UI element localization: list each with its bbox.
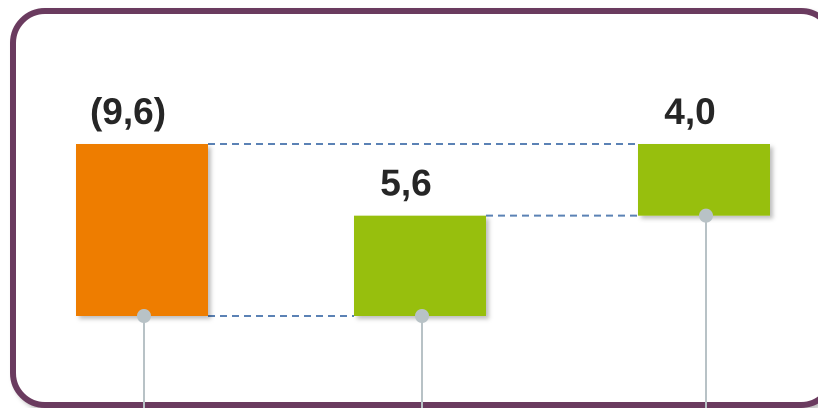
bars bbox=[76, 144, 770, 316]
leader-dot-2 bbox=[415, 309, 429, 323]
connector-lines bbox=[208, 143, 638, 317]
leader-lines bbox=[137, 208, 713, 408]
data-label-1: (9,6) bbox=[90, 91, 166, 132]
leader-dot-3 bbox=[699, 208, 713, 223]
data-labels: (9,6) 5,6 4,0 bbox=[90, 91, 716, 204]
data-label-2: 5,6 bbox=[380, 163, 431, 204]
bar-3 bbox=[638, 144, 770, 216]
bar-1 bbox=[76, 144, 208, 316]
data-label-3: 4,0 bbox=[664, 91, 715, 132]
bar-2 bbox=[354, 215, 486, 316]
leader-dot-1 bbox=[137, 309, 151, 323]
